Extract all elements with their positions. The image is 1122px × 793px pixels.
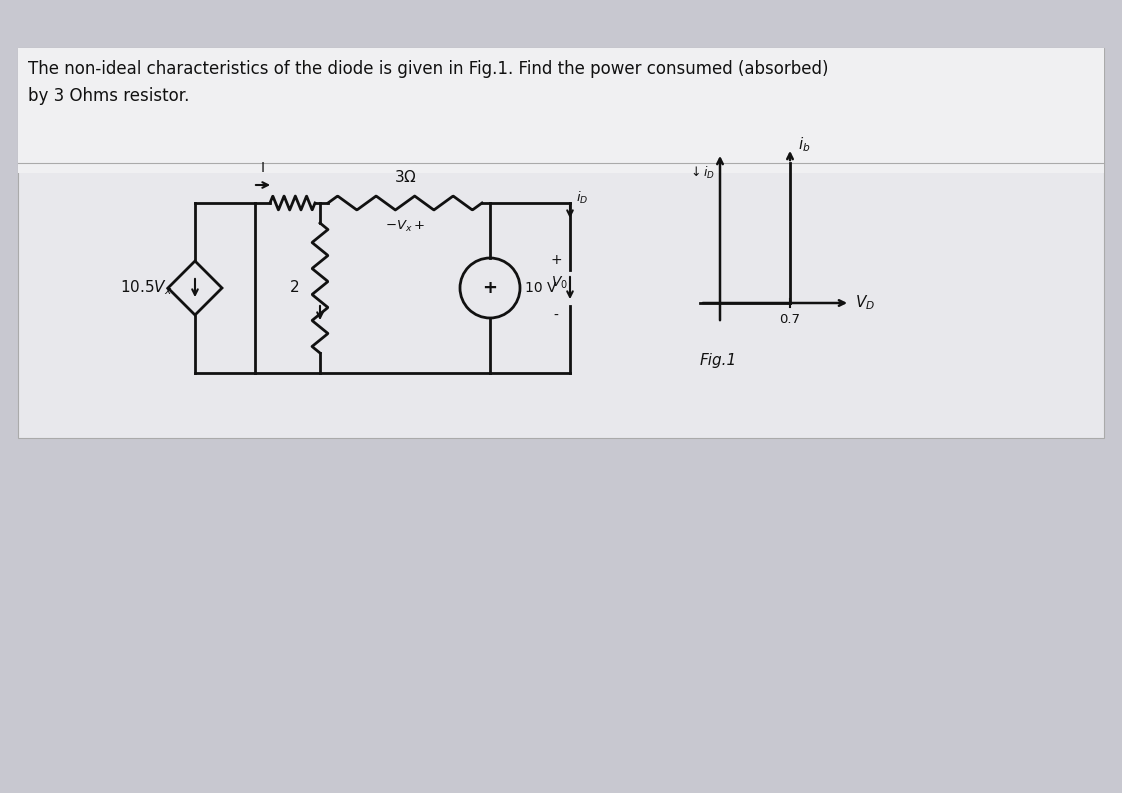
Text: +: + <box>550 253 562 267</box>
Text: $V_0$: $V_0$ <box>551 275 568 291</box>
Text: 10 V: 10 V <box>525 281 557 295</box>
Text: The non-ideal characteristics of the diode is given in Fig.1. Find the power con: The non-ideal characteristics of the dio… <box>28 60 828 78</box>
Text: $i_b$: $i_b$ <box>798 136 810 155</box>
Text: $10.5V_x$: $10.5V_x$ <box>120 278 173 297</box>
Text: $i_D$: $i_D$ <box>576 190 588 206</box>
Text: $-V_x+$: $-V_x+$ <box>385 219 425 234</box>
Text: $V_D$: $V_D$ <box>855 293 875 312</box>
Text: -: - <box>553 309 559 323</box>
Text: $3\Omega$: $3\Omega$ <box>394 169 416 185</box>
Text: by 3 Ohms resistor.: by 3 Ohms resistor. <box>28 87 190 105</box>
Text: I: I <box>261 161 265 175</box>
Bar <box>18 48 1104 173</box>
Text: +: + <box>482 279 497 297</box>
Text: 2: 2 <box>291 281 300 296</box>
Text: 0.7: 0.7 <box>780 313 800 326</box>
Bar <box>18 48 1104 438</box>
Text: Fig.1: Fig.1 <box>700 353 737 368</box>
Text: $\downarrow i_D$: $\downarrow i_D$ <box>688 165 715 181</box>
